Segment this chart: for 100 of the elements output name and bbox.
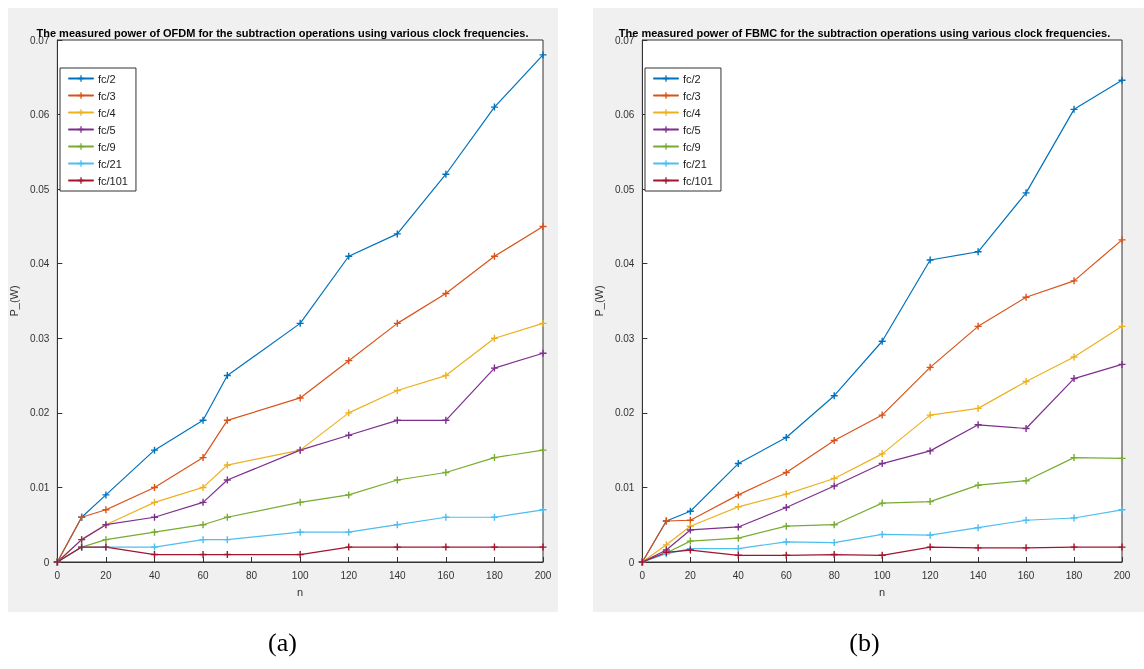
legend-label: fc/4 (683, 106, 701, 119)
y-tick-label: 0.05 (614, 183, 635, 195)
x-axis-title: n (297, 585, 304, 598)
x-tick-label: 140 (388, 569, 407, 581)
point (926, 531, 934, 539)
point (199, 498, 207, 506)
point (830, 482, 838, 490)
point (1022, 425, 1030, 433)
y-tick-label: 0.02 (614, 407, 635, 419)
legend-label: fc/9 (683, 140, 701, 153)
legend-label: fc/21 (683, 157, 707, 170)
legend-label: fc/9 (98, 140, 116, 153)
point (974, 524, 982, 532)
point (878, 337, 886, 345)
point (878, 411, 886, 419)
point (1118, 236, 1126, 244)
point (878, 551, 886, 559)
y-tick-label: 0.06 (29, 109, 50, 121)
point (150, 446, 158, 454)
point (539, 319, 547, 327)
point (296, 528, 304, 536)
x-tick-label: 180 (1065, 569, 1083, 581)
point (974, 421, 982, 429)
point (442, 372, 450, 380)
x-tick-label: 80 (828, 569, 841, 581)
legend-label: fc/21 (98, 157, 122, 170)
point (974, 481, 982, 489)
point (296, 394, 304, 402)
point (974, 544, 982, 552)
x-tick-label: 120 (340, 569, 358, 581)
point (345, 528, 353, 536)
y-tick-label: 0.03 (29, 332, 50, 344)
point (926, 498, 934, 506)
point (199, 521, 207, 529)
x-tick-label: 60 (197, 569, 210, 581)
legend-label: fc/5 (683, 123, 701, 136)
point (199, 454, 207, 462)
point (345, 491, 353, 499)
legend-label: fc/4 (98, 106, 116, 119)
point (199, 551, 207, 559)
point (393, 230, 401, 238)
y-axis-title: P_(W) (592, 285, 605, 317)
point (782, 538, 790, 546)
legend-label: fc/101 (683, 174, 713, 187)
legend-label: fc/2 (98, 72, 116, 85)
point (296, 551, 304, 559)
point (974, 404, 982, 412)
x-tick-label: 160 (437, 569, 455, 581)
point (686, 526, 694, 534)
point (926, 363, 934, 371)
y-tick-label: 0.03 (614, 332, 635, 344)
y-tick-label: 0.05 (29, 183, 50, 195)
x-tick-label: 200 (1113, 569, 1131, 581)
x-tick-label: 100 (291, 569, 309, 581)
point (1070, 514, 1078, 522)
x-tick-label: 60 (780, 569, 793, 581)
point (150, 543, 158, 551)
point (442, 469, 450, 477)
point (1022, 293, 1030, 301)
point (539, 349, 547, 357)
x-tick-label: 120 (921, 569, 939, 581)
x-tick-label: 140 (969, 569, 987, 581)
y-tick-label: 0.04 (614, 258, 635, 270)
point (734, 491, 742, 499)
point (539, 543, 547, 551)
point (199, 536, 207, 544)
y-tick-label: 0.01 (614, 481, 635, 493)
point (1118, 76, 1126, 84)
point (1118, 360, 1126, 368)
x-axis-title: n (879, 585, 886, 598)
x-tick-label: 0 (54, 569, 61, 581)
point (926, 447, 934, 455)
point (1022, 477, 1030, 485)
point (782, 490, 790, 498)
point (1022, 516, 1030, 524)
legend-label: fc/2 (683, 72, 701, 85)
y-tick-label: 0.06 (614, 109, 635, 121)
text: (b) (848, 628, 881, 658)
point (539, 51, 547, 59)
y-tick-label: 0.04 (29, 258, 50, 270)
point (878, 460, 886, 468)
x-tick-label: 80 (246, 569, 258, 581)
point (490, 543, 498, 551)
point (1118, 543, 1126, 551)
point (345, 409, 353, 417)
point (490, 103, 498, 111)
x-tick-label: 20 (100, 569, 112, 581)
y-tick-label: 0.02 (29, 407, 50, 419)
x-tick-label: 180 (486, 569, 504, 581)
point (102, 536, 110, 544)
point (1070, 375, 1078, 383)
legend-label: fc/101 (98, 174, 128, 187)
point (345, 543, 353, 551)
point (1022, 544, 1030, 552)
point (223, 461, 231, 469)
point (734, 534, 742, 542)
point (1118, 322, 1126, 330)
point (878, 450, 886, 458)
legend-label: fc/3 (98, 89, 116, 102)
point (1070, 543, 1078, 551)
